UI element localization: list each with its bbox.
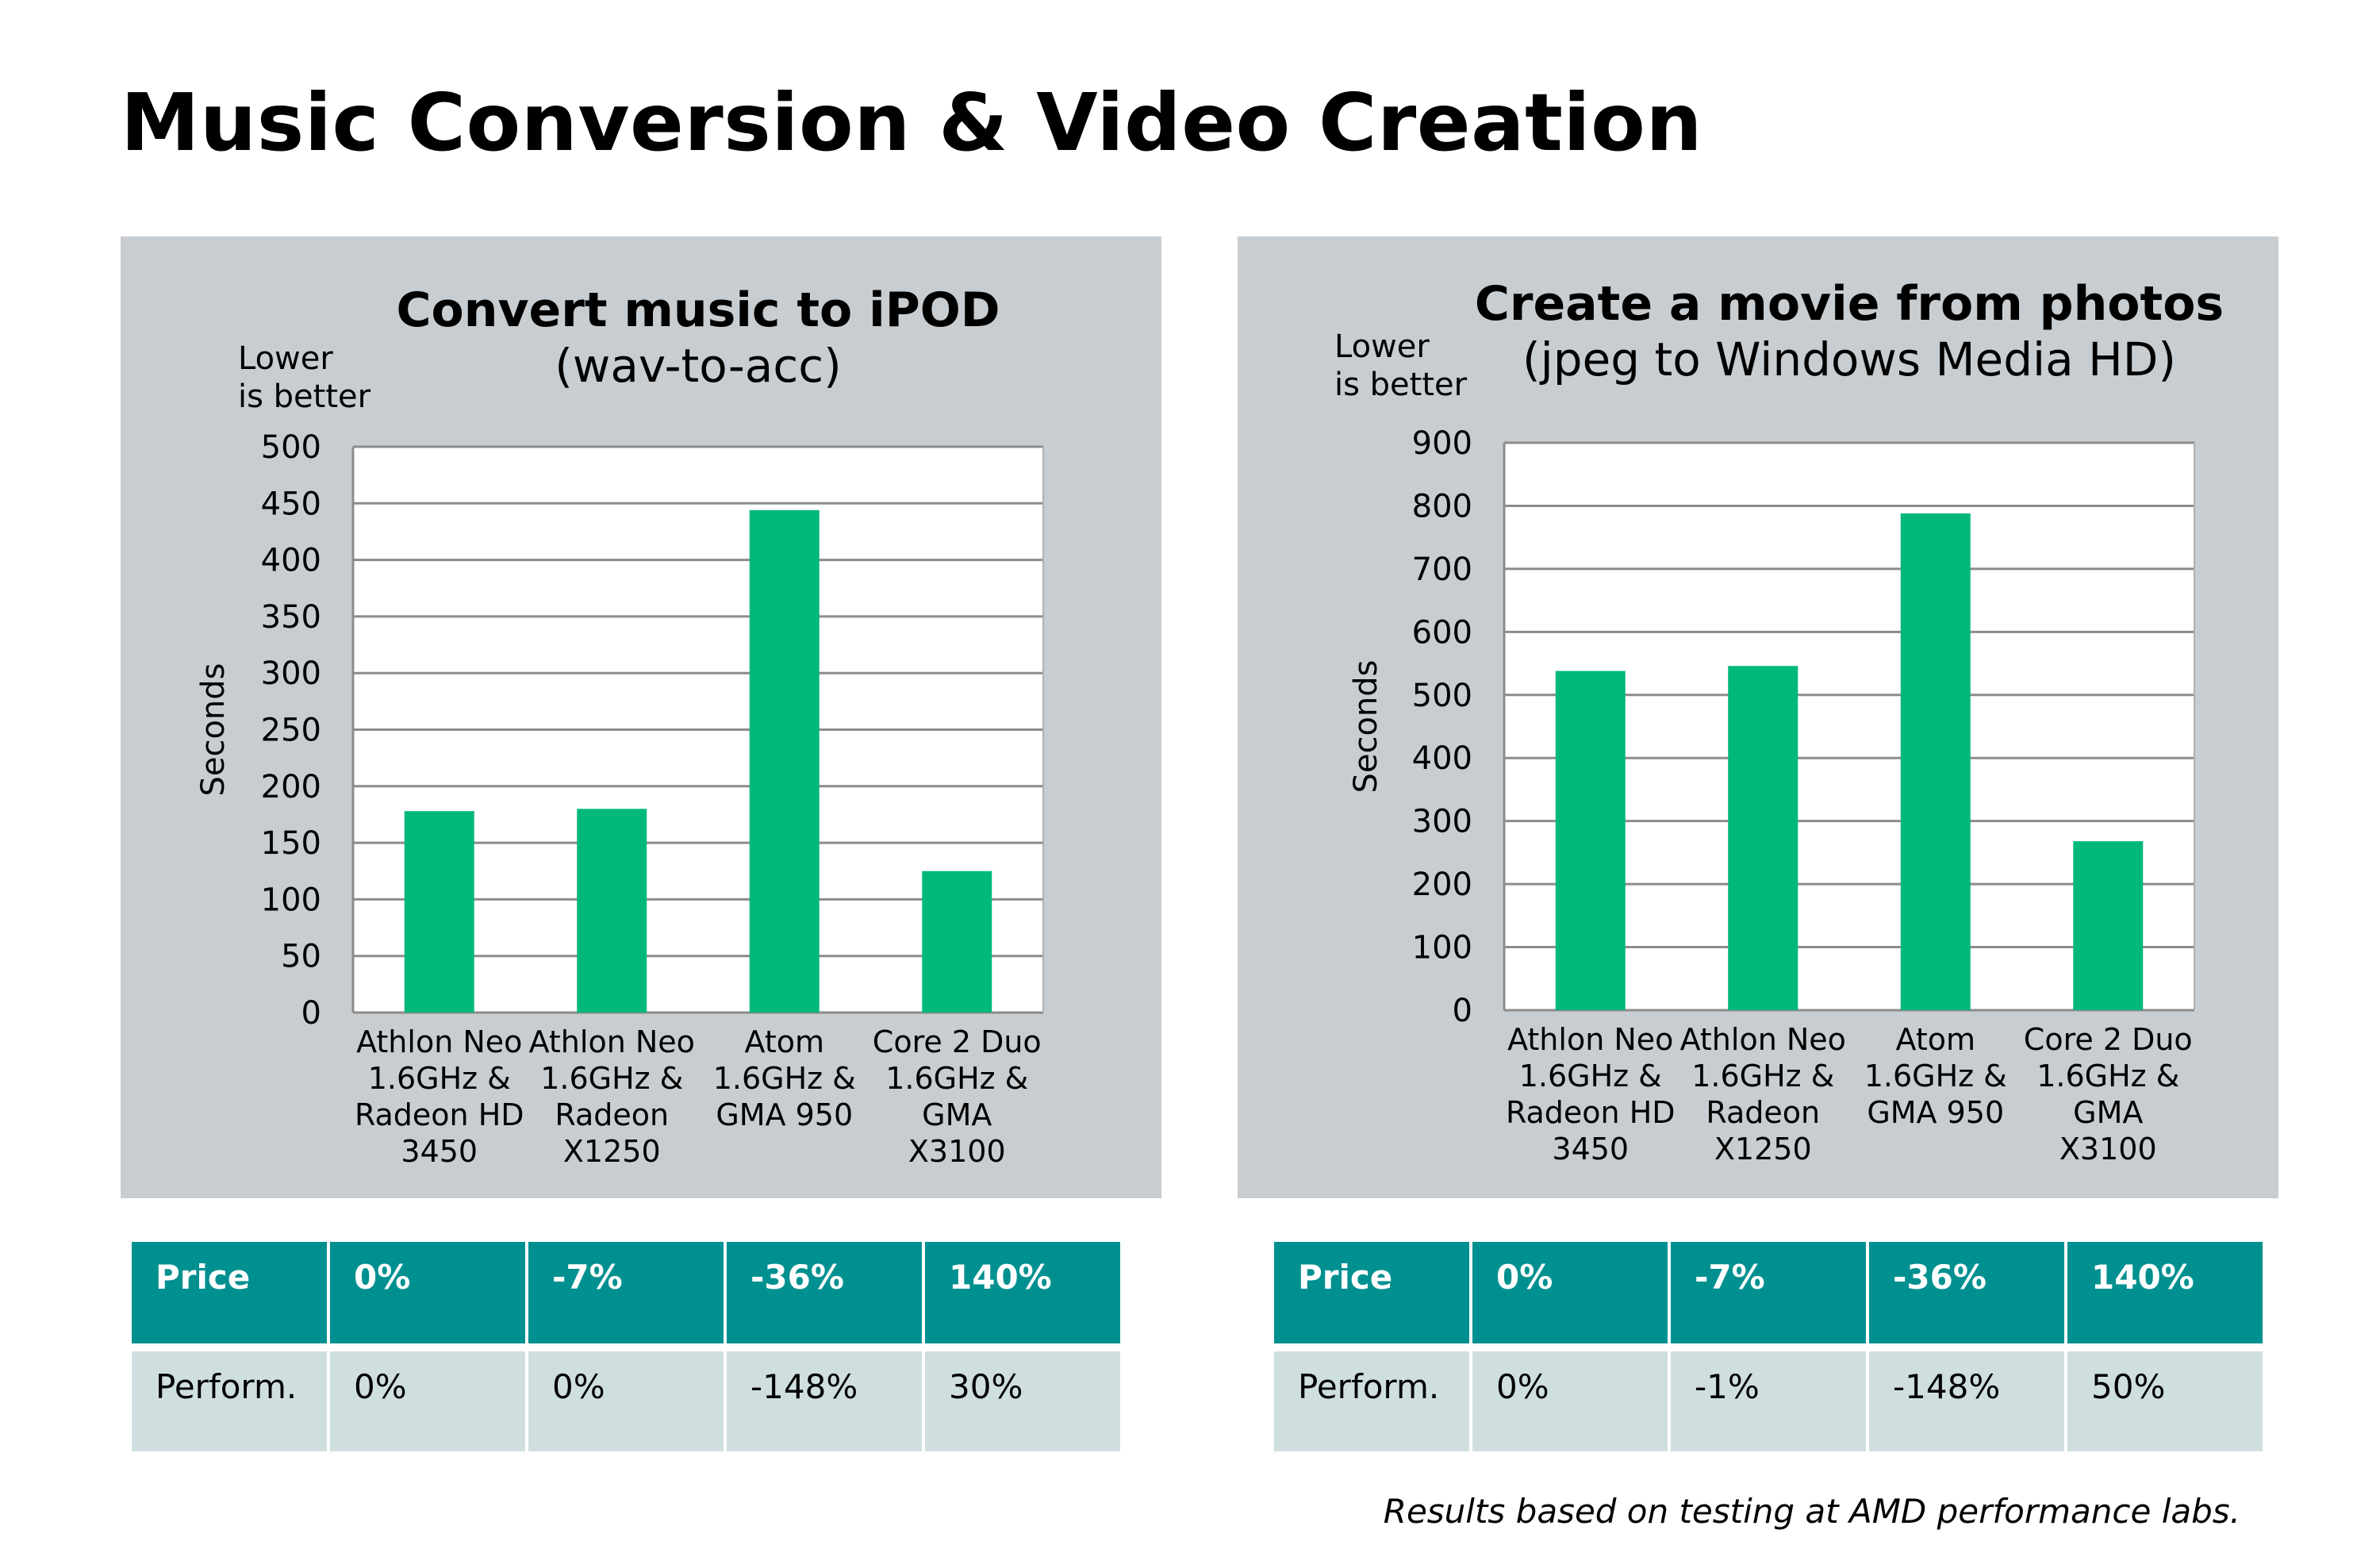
table-header-cell: Price: [1274, 1242, 1469, 1343]
table-header-cell: -7%: [1671, 1242, 1866, 1343]
table-data-cell: 0%: [1472, 1351, 1668, 1451]
y-tick-label: 0: [301, 995, 321, 1032]
y-tick-label: 100: [261, 882, 321, 918]
chart-title: Create a movie from photos: [1475, 276, 2224, 332]
y-tick-label: 300: [261, 655, 321, 692]
chart-title: Convert music to iPOD: [396, 282, 1000, 338]
y-tick-label: 50: [281, 939, 321, 975]
x-tick-label: X3100: [2059, 1132, 2157, 1166]
x-tick-label: 1.6GHz &: [540, 1061, 683, 1096]
page-title: Music Conversion & Video Creation: [121, 76, 1703, 169]
x-tick-label: Atom: [745, 1024, 825, 1059]
x-tick-label: 1.6GHz &: [368, 1061, 511, 1096]
table-data-cell: Perform.: [1274, 1351, 1469, 1451]
x-tick-label: Radeon HD: [1506, 1095, 1676, 1130]
bar: [922, 871, 992, 1013]
y-tick-label: 200: [1412, 867, 1472, 903]
table-header-cell: -36%: [727, 1242, 922, 1343]
table-header-cell: -36%: [1869, 1242, 2064, 1343]
x-tick-label: 1.6GHz &: [713, 1061, 856, 1096]
x-tick-label: X3100: [908, 1134, 1006, 1169]
footnote: Results based on testing at AMD performa…: [1383, 1492, 2240, 1531]
chart-panel-music: Convert music to iPOD (wav-to-acc) Lower is…: [121, 236, 1161, 1198]
x-tick-label: Athlon Neo: [1507, 1022, 1673, 1057]
x-tick-label: Core 2 Duo: [2024, 1022, 2193, 1057]
y-tick-label: 400: [261, 543, 321, 579]
y-tick-label: 600: [1412, 614, 1472, 651]
x-tick-label: 3450: [401, 1134, 478, 1169]
y-tick-label: 0: [1453, 993, 1472, 1029]
table-data-cell: -148%: [727, 1351, 922, 1451]
x-tick-label: GMA: [922, 1097, 992, 1132]
table-header-cell: 0%: [330, 1242, 525, 1343]
bar: [1555, 671, 1626, 1010]
x-tick-label: Radeon: [555, 1097, 669, 1132]
y-tick-label: 250: [261, 713, 321, 749]
table-data-cell: -1%: [1671, 1351, 1866, 1451]
chart-note: Lower: [1334, 329, 1430, 365]
y-tick-label: 350: [261, 599, 321, 636]
y-tick-label: 900: [1412, 425, 1472, 462]
y-tick-label: 800: [1412, 488, 1472, 525]
x-tick-label: Athlon Neo: [529, 1024, 695, 1059]
y-tick-label: 700: [1412, 552, 1472, 588]
x-tick-label: 1.6GHz &: [1519, 1059, 1662, 1093]
table-data-cell: 50%: [2067, 1351, 2263, 1451]
x-tick-label: GMA: [2073, 1095, 2143, 1130]
bar: [2073, 841, 2144, 1010]
table-data-cell: 0%: [528, 1351, 724, 1451]
bar: [404, 811, 474, 1013]
y-tick-label: 200: [261, 769, 321, 805]
table-data-cell: 0%: [330, 1351, 525, 1451]
comparison-table-movie: Price 0% -7% -36% 140% Perform. 0% -1% -…: [1274, 1242, 2263, 1451]
table-data-cell: Perform.: [132, 1351, 327, 1451]
chart-note: is better: [1334, 367, 1468, 403]
x-tick-label: 1.6GHz &: [1691, 1059, 1834, 1093]
x-tick-label: Radeon HD: [355, 1097, 524, 1132]
x-tick-label: 3450: [1552, 1132, 1629, 1166]
table-header-cell: -7%: [528, 1242, 724, 1343]
x-tick-label: 1.6GHz &: [1864, 1059, 2007, 1093]
table-data-cell: -148%: [1869, 1351, 2064, 1451]
table-header-cell: 140%: [925, 1242, 1120, 1343]
comparison-table-music: Price 0% -7% -36% 140% Perform. 0% 0% -1…: [132, 1242, 1120, 1451]
bar: [1900, 513, 1971, 1010]
x-tick-label: 1.6GHz &: [2036, 1059, 2179, 1093]
y-tick-label: 450: [261, 486, 321, 522]
y-tick-label: 100: [1412, 930, 1472, 967]
chart-note: is better: [238, 379, 371, 415]
y-tick-label: 400: [1412, 740, 1472, 777]
bar: [1728, 666, 1798, 1010]
chart-subtitle: (jpeg to Windows Media HD): [1522, 332, 2176, 386]
bar: [749, 509, 820, 1013]
chart-movie-creation: Create a movie from photos(jpeg to Windo…: [1334, 276, 2224, 1166]
bar: [577, 809, 647, 1013]
y-tick-label: 150: [261, 825, 321, 862]
chart-subtitle: (wav-to-acc): [555, 339, 841, 393]
x-tick-label: X1250: [1714, 1132, 1812, 1166]
table-header-cell: 0%: [1472, 1242, 1668, 1343]
x-tick-label: Radeon: [1706, 1095, 1820, 1130]
chart-panel-movie: Create a movie from photos (jpeg to Windo…: [1238, 236, 2278, 1198]
table-header-cell: 140%: [2067, 1242, 2263, 1343]
x-tick-label: GMA 950: [1867, 1095, 2004, 1130]
y-axis-label: Seconds: [195, 663, 232, 796]
chart-music-conversion: Convert music to iPOD(wav-to-acc) Loweris…: [195, 282, 1044, 1169]
x-tick-label: 1.6GHz &: [885, 1061, 1028, 1096]
x-tick-label: Athlon Neo: [356, 1024, 522, 1059]
y-tick-label: 500: [1412, 678, 1472, 714]
y-tick-label: 500: [261, 429, 321, 466]
table-data-cell: 30%: [925, 1351, 1120, 1451]
chart-note: Lower: [238, 340, 333, 377]
x-tick-label: GMA 950: [716, 1097, 853, 1132]
x-tick-label: Core 2 Duo: [873, 1024, 1042, 1059]
x-tick-label: Atom: [1896, 1022, 1976, 1057]
x-tick-label: X1250: [563, 1134, 661, 1169]
table-header-cell: Price: [132, 1242, 327, 1343]
x-tick-label: Athlon Neo: [1680, 1022, 1846, 1057]
y-axis-label: Seconds: [1348, 659, 1384, 793]
y-tick-label: 300: [1412, 804, 1472, 840]
